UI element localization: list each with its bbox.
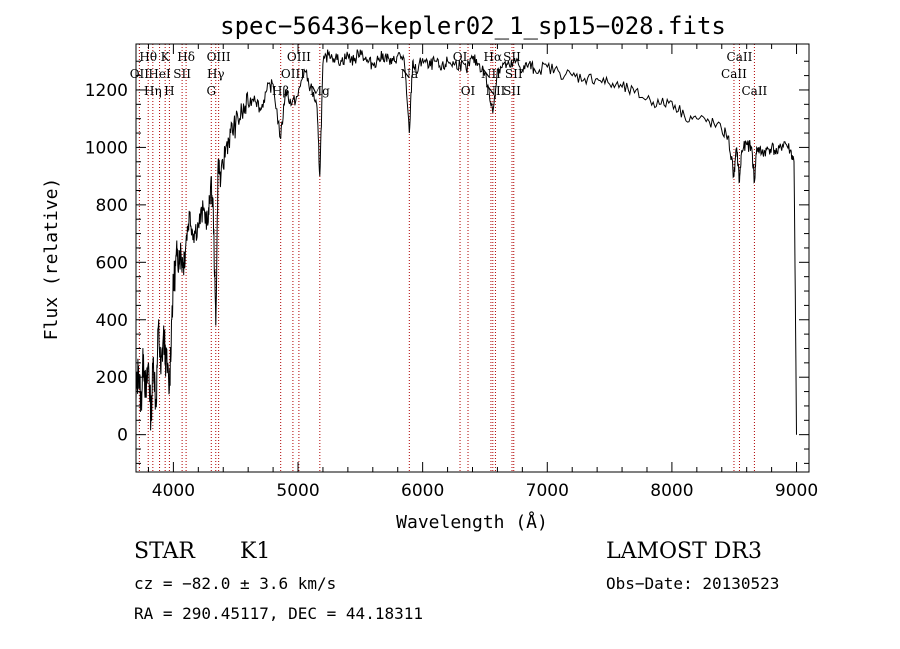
spectral-line-label: CaII — [727, 50, 753, 64]
y-tick-label: 200 — [96, 368, 128, 388]
spectral-line-label: Mg — [310, 84, 330, 98]
spectral-line-label: Hη — [144, 84, 162, 98]
spectral-line-label: Hβ — [272, 84, 289, 98]
chart-title: spec−56436−kepler02_1_sp15−028.fits — [220, 12, 726, 40]
spectral-line-label: SII — [503, 50, 521, 64]
spectral-line-label: Hγ — [207, 67, 225, 81]
y-tick-label: 1000 — [85, 138, 128, 158]
spectral-line-label: CaII — [721, 67, 747, 81]
spectral-line-label: OI — [461, 84, 476, 98]
spectral-line-label: NII — [485, 84, 505, 98]
y-tick-label: 400 — [96, 311, 128, 331]
x-tick-label: 6000 — [401, 481, 444, 501]
plot-frame — [135, 43, 810, 473]
spectral-line-label: K — [161, 50, 171, 64]
spectral-line-label: SII — [173, 67, 191, 81]
sky-coordinates: RA = 290.45117, DEC = 44.18311 — [134, 604, 423, 623]
spectral-line-label: HeI — [148, 67, 171, 81]
spectral-line-label: OIII — [281, 67, 305, 81]
spectral-line-label: OIII — [207, 50, 231, 64]
x-axis-label: Wavelength (Å) — [396, 511, 548, 533]
x-tick-label: 8000 — [650, 481, 693, 501]
spectral-line-label: OIII — [287, 50, 311, 64]
y-axis-label: Flux (relative) — [41, 178, 62, 341]
redshift-velocity: cz = −82.0 ± 3.6 km/s — [134, 574, 337, 593]
spectral-line-markers — [138, 44, 755, 472]
spectral-line-label: SII — [505, 67, 523, 81]
spectral-line-label: OI — [453, 50, 468, 64]
spectrum-line — [135, 49, 797, 435]
spectral-line-label: Hδ — [177, 50, 195, 64]
spectral-line-label: G — [206, 84, 216, 98]
y-tick-label: 600 — [96, 253, 128, 273]
spectral-line-label: CaII — [741, 84, 767, 98]
spectral-line-label: Na — [400, 67, 418, 81]
y-tick-label: 1200 — [85, 81, 128, 101]
spectral-line-label: OII — [130, 67, 150, 81]
spectral-line-label: Hθ — [139, 50, 157, 64]
x-tick-label: 5000 — [276, 481, 319, 501]
y-tick-label: 800 — [96, 196, 128, 216]
object-subclass: K1 — [240, 539, 271, 564]
x-tick-label: 9000 — [775, 481, 818, 501]
object-class: STAR — [134, 539, 195, 564]
spectral-line-label: H — [164, 84, 174, 98]
axis-ticks: 4000 5000 6000 7000 8000 9000 0 200 400 600 800 100… — [85, 44, 818, 501]
spectral-line-label: Hα — [484, 50, 503, 64]
survey-name: LAMOST DR3 — [606, 539, 762, 564]
spectral-line-label: NII — [481, 67, 501, 81]
x-tick-label: 7000 — [526, 481, 569, 501]
x-tick-label: 4000 — [152, 481, 195, 501]
y-tick-label: 0 — [117, 426, 128, 446]
observation-date: Obs−Date: 20130523 — [606, 574, 780, 593]
spectral-line-label: SII — [503, 84, 521, 98]
